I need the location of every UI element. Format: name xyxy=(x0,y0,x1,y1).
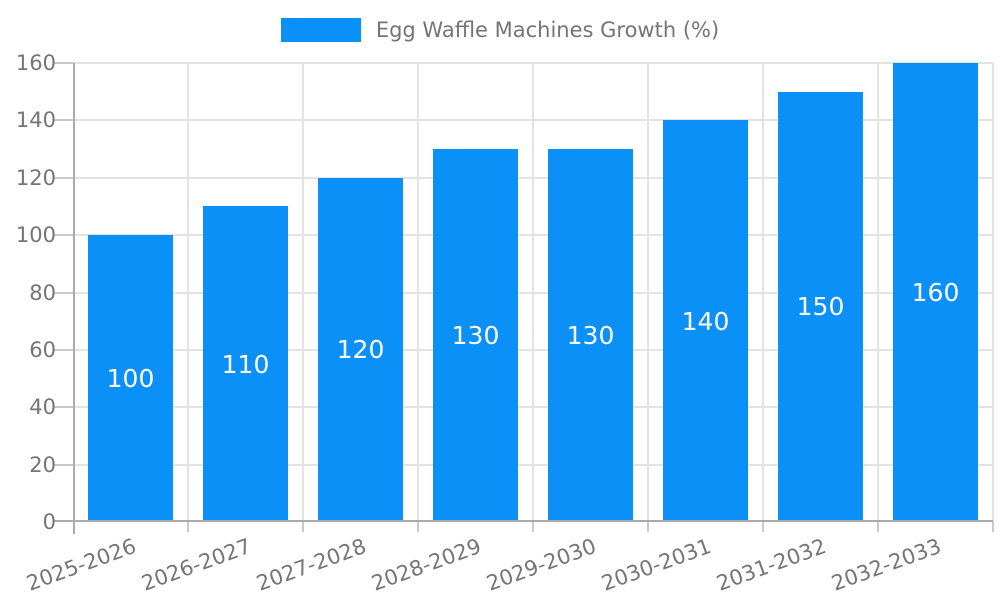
chart-legend[interactable]: Egg Waffle Machines Growth (%) xyxy=(0,17,1000,43)
x-tick-mark xyxy=(417,522,419,532)
y-axis-tick-label: 20 xyxy=(29,452,56,477)
y-tick-mark xyxy=(53,291,73,294)
y-axis-line xyxy=(73,63,75,534)
v-gridline xyxy=(302,63,304,522)
bar-value-label: 120 xyxy=(336,335,385,365)
x-tick-mark xyxy=(992,522,994,532)
bar[interactable]: 130 xyxy=(548,149,633,522)
bar-value-label: 150 xyxy=(796,292,845,322)
bar[interactable]: 140 xyxy=(663,120,748,522)
y-axis-tick-label: 160 xyxy=(15,51,56,75)
x-tick-mark xyxy=(187,522,189,532)
y-tick-mark xyxy=(53,234,73,237)
y-axis-tick-label: 80 xyxy=(29,280,56,305)
bar-value-label: 130 xyxy=(451,321,500,351)
plot-area: 100 110 120 130 130 140 150 160 xyxy=(53,62,994,534)
y-tick-mark xyxy=(53,119,73,122)
bar[interactable]: 100 xyxy=(88,235,173,522)
bar[interactable]: 110 xyxy=(203,206,288,522)
y-axis-tick-label: 60 xyxy=(29,337,56,362)
bar[interactable]: 160 xyxy=(893,63,978,522)
x-tick-mark xyxy=(647,522,649,532)
v-gridline xyxy=(992,63,994,522)
y-axis-tick-label: 120 xyxy=(15,165,56,190)
y-axis-tick-label: 40 xyxy=(29,395,56,420)
bar[interactable]: 130 xyxy=(433,149,518,522)
y-tick-mark xyxy=(53,406,73,409)
bar[interactable]: 120 xyxy=(318,177,403,522)
y-axis-tick-label: 0 xyxy=(42,510,56,534)
y-tick-mark xyxy=(53,463,73,466)
bar-value-label: 130 xyxy=(566,321,615,351)
y-tick-mark xyxy=(53,62,73,64)
x-tick-mark xyxy=(877,522,879,532)
v-gridline xyxy=(417,63,419,522)
legend-label: Egg Waffle Machines Growth (%) xyxy=(375,18,720,42)
x-tick-mark xyxy=(302,522,304,532)
bar-value-label: 160 xyxy=(911,278,960,307)
v-gridline xyxy=(647,63,649,522)
bar-value-label: 100 xyxy=(106,364,155,394)
x-axis-line xyxy=(53,520,993,522)
legend-swatch-icon xyxy=(280,18,361,42)
bar[interactable]: 150 xyxy=(778,91,863,522)
y-axis-tick-label: 100 xyxy=(15,223,56,248)
x-tick-mark xyxy=(762,522,764,532)
v-gridline xyxy=(532,63,534,522)
v-gridline xyxy=(762,63,764,522)
v-gridline xyxy=(187,63,189,522)
x-tick-mark xyxy=(532,522,534,532)
v-gridline xyxy=(877,63,879,522)
y-tick-mark xyxy=(53,176,73,179)
y-axis-tick-label: 140 xyxy=(15,108,56,133)
bar-value-label: 110 xyxy=(221,349,270,379)
bar-value-label: 140 xyxy=(681,306,730,336)
y-tick-mark xyxy=(53,348,73,351)
